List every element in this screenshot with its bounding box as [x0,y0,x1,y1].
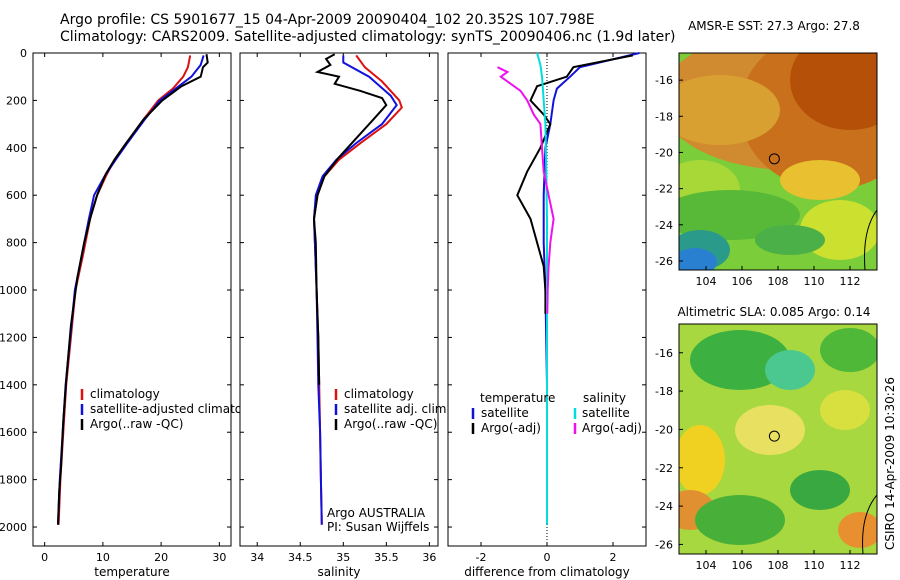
x-axis-label: salinity [317,565,360,579]
x-tick-label: 104 [696,559,717,572]
sla-map-axes: Altimetric SLA: 0.085 Argo: 0.14 104 106 10… [655,305,871,572]
legend-label: Argo(-adj) [481,421,541,435]
credit-text: CSIRO 14-Apr-2009 10:30:26 [883,377,897,550]
legend-label: climatology [90,387,160,401]
legend-label: Argo(..raw -QC) [344,417,437,431]
y-tick-label: 1400 [0,379,27,392]
x-tick-label: 35 [336,551,350,564]
sst-map-axes: AMSR-E SST: 27.3 Argo: 27.8 104 106 108 110 1… [655,19,860,288]
x-tick-label: 30 [212,551,226,564]
x-tick-label: 108 [768,559,789,572]
y-tick-label: 1600 [0,426,27,439]
y-tick-label: -18 [655,385,673,398]
y-tick-label: -26 [655,255,673,268]
y-tick-label: -20 [655,423,673,436]
plot-frame [239,52,439,547]
y-tick-label: 1800 [0,474,27,487]
x-tick-label: 104 [696,275,717,288]
y-tick-label: 0 [20,47,27,60]
sst-map [678,52,878,271]
y-tick-label: 2000 [0,521,27,534]
x-tick-label: 20 [154,551,168,564]
y-tick-label: -26 [655,538,673,551]
series-line-salinity-argo-adj- [497,66,555,314]
x-tick-label: 2 [610,551,617,564]
series-line-temperature-argo-adj- [516,54,633,314]
plot-frame [32,52,232,547]
x-tick-label: 110 [804,275,825,288]
legend-label: satellite [582,406,630,420]
legend-label: climatology [344,387,414,401]
x-tick-label: 34 [250,551,264,564]
y-tick-label: -24 [655,219,673,232]
legend-label: salinity [583,391,626,405]
map-title: AMSR-E SST: 27.3 Argo: 27.8 [688,19,860,33]
legend-label: temperature [480,391,555,405]
argo-position-marker [768,153,780,165]
y-tick-label: -24 [655,500,673,513]
sla-map [678,323,878,555]
x-tick-label: 0 [41,551,48,564]
x-axis-label: temperature [94,565,169,579]
series-line-salinity-satellite [536,52,548,525]
x-tick-label: 110 [804,559,825,572]
x-tick-label: 10 [96,551,110,564]
y-tick-label: 800 [6,237,27,250]
series-line-argo-raw-qc- [57,54,209,525]
series-line-satellite-adj-clim- [312,55,398,525]
map-title: Altimetric SLA: 0.085 Argo: 0.14 [677,305,870,319]
argo-position-marker [768,430,780,442]
y-tick-label: 1200 [0,331,27,344]
x-axis-label: difference from climatology [464,565,630,579]
y-tick-label: -16 [655,74,673,87]
legend-label: satellite [481,406,529,420]
x-tick-label: 106 [732,275,753,288]
y-tick-label: -20 [655,146,673,159]
x-tick-label: 106 [732,559,753,572]
series-line-argo-raw-qc- [312,53,388,385]
x-tick-label: 112 [840,559,861,572]
annotation-text: PI: Susan Wijffels [327,520,429,534]
x-tick-label: -2 [476,551,487,564]
legend-label: Argo(..raw -QC) [90,417,183,431]
x-tick-label: 108 [768,275,789,288]
y-tick-label: -16 [655,347,673,360]
title-line-2: Climatology: CARS2009. Satellite-adjuste… [60,29,676,45]
y-tick-label: -18 [655,110,673,123]
legend-label: satellite adj. clim. [344,402,450,416]
y-tick-label: -22 [655,462,673,475]
annotation-text: Argo AUSTRALIA [327,506,426,520]
figure-title: Argo profile: CS 5901677_15 04-Apr-2009 … [60,12,675,46]
title-line-1: Argo profile: CS 5901677_15 04-Apr-2009 … [60,12,595,28]
legend-label: Argo(-adj) [582,421,642,435]
salinity-profile: 34 34.5 35 35.5 36 salinity climatologysatelli… [239,52,450,579]
temperature-profile: 0 10 20 30 0 200 400 600 800 1000 1200 1400 1600 1800… [0,47,268,579]
y-tick-label: 400 [6,142,27,155]
x-tick-label: 36 [422,551,436,564]
y-tick-label: -22 [655,183,673,196]
y-tick-label: 600 [6,189,27,202]
y-tick-label: 1000 [0,284,27,297]
x-tick-label: 112 [840,275,861,288]
x-tick-label: 0 [544,551,551,564]
x-tick-label: 35.5 [374,551,399,564]
legend-label: satellite-adjusted climatology [90,402,268,416]
x-tick-label: 34.5 [288,551,313,564]
y-tick-label: 200 [6,94,27,107]
